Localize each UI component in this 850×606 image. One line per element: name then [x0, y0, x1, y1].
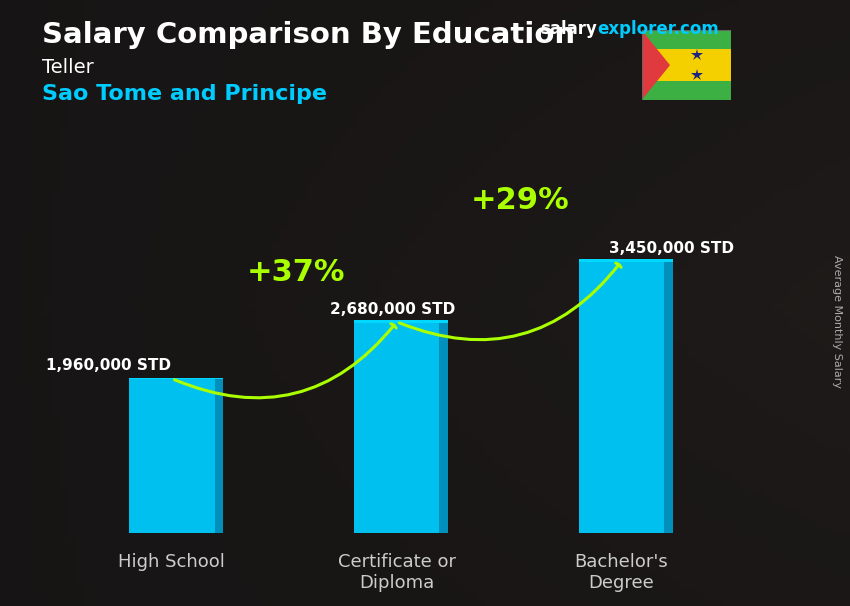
FancyBboxPatch shape: [579, 259, 673, 262]
Text: explorer.com: explorer.com: [598, 20, 719, 38]
FancyBboxPatch shape: [129, 378, 224, 379]
Bar: [354, 323, 439, 533]
Text: +37%: +37%: [246, 258, 345, 287]
Text: 3,450,000 STD: 3,450,000 STD: [609, 241, 734, 256]
Text: 2,680,000 STD: 2,680,000 STD: [330, 302, 455, 316]
Bar: [129, 379, 215, 533]
Text: +29%: +29%: [471, 186, 570, 215]
Bar: [642, 50, 731, 81]
Bar: [579, 262, 665, 533]
Text: Sao Tome and Principe: Sao Tome and Principe: [42, 84, 327, 104]
Text: Salary Comparison By Education: Salary Comparison By Education: [42, 21, 575, 49]
Text: Teller: Teller: [42, 58, 94, 76]
Polygon shape: [642, 30, 670, 100]
Bar: [439, 323, 448, 533]
FancyBboxPatch shape: [354, 321, 448, 323]
Bar: [665, 262, 673, 533]
Bar: [215, 379, 224, 533]
Text: 1,960,000 STD: 1,960,000 STD: [47, 358, 172, 373]
Text: Average Monthly Salary: Average Monthly Salary: [832, 255, 842, 388]
Text: salary: salary: [540, 20, 597, 38]
